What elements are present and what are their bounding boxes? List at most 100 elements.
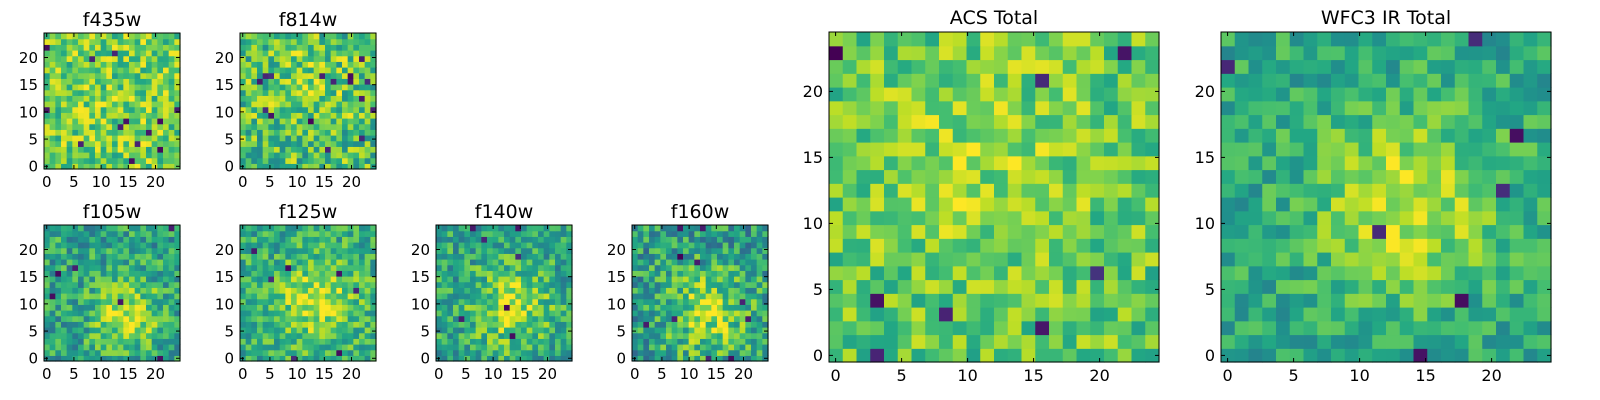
heatmap-cell — [897, 142, 913, 157]
heatmap-cell — [347, 276, 354, 283]
heatmap-cell — [481, 293, 488, 300]
heatmap-cell — [268, 78, 275, 85]
heatmap-cell — [370, 338, 377, 345]
heatmap-cell — [643, 242, 650, 249]
heatmap-cell — [66, 123, 73, 130]
heatmap-cell — [683, 298, 690, 305]
heatmap-cell — [1234, 320, 1250, 336]
heatmap-cell — [168, 55, 175, 62]
heatmap-cell — [694, 276, 701, 283]
heatmap-cell — [123, 112, 130, 119]
heatmap-cell — [66, 264, 73, 271]
heatmap-cell — [268, 44, 275, 51]
heatmap-cell — [555, 293, 562, 300]
heatmap-cell — [49, 157, 56, 164]
heatmap-cell — [762, 276, 769, 283]
heatmap-cell — [688, 298, 695, 305]
heatmap-cell — [330, 163, 337, 170]
heatmap-cell — [1248, 265, 1263, 281]
heatmap-cell — [728, 304, 735, 311]
heatmap-cell — [313, 281, 320, 288]
heatmap-cell — [654, 281, 661, 288]
heatmap-cell — [1049, 320, 1064, 336]
y-tick-label: 15 — [1195, 148, 1215, 167]
heatmap-cell — [123, 276, 130, 283]
heatmap-cell — [1117, 169, 1133, 184]
heatmap-cell — [163, 89, 170, 96]
heatmap-cell — [643, 276, 650, 283]
heatmap-cell — [285, 304, 292, 311]
heatmap-cell — [711, 270, 718, 277]
heatmap-cell — [1537, 142, 1552, 157]
heatmap-cell — [55, 157, 62, 164]
heatmap-cells — [829, 32, 1160, 363]
heatmap-cell — [1021, 293, 1036, 308]
heatmap-cell — [966, 224, 981, 239]
heatmap-cell — [637, 247, 644, 254]
heatmap-cell — [151, 355, 158, 362]
heatmap-cell — [163, 163, 170, 170]
heatmap-cell — [123, 304, 130, 311]
heatmap-cell — [1131, 197, 1146, 212]
heatmap-cell — [515, 344, 522, 351]
heatmap-cell — [1021, 334, 1036, 349]
heatmap-cell — [722, 321, 729, 328]
heatmap-cell — [481, 338, 488, 345]
heatmap-cell — [262, 67, 269, 74]
heatmap-cell — [637, 332, 644, 339]
heatmap-cell — [1344, 169, 1360, 184]
heatmap-cell — [1482, 252, 1497, 267]
heatmap-cell — [694, 259, 701, 266]
heatmap-cell — [336, 101, 343, 108]
heatmap-cell — [49, 253, 56, 260]
heatmap-cell — [78, 270, 85, 277]
heatmap-cell — [739, 332, 746, 339]
heatmap-cell — [745, 310, 752, 317]
heatmap-cell — [151, 61, 158, 68]
heatmap-cell — [884, 169, 899, 184]
heatmap-cell — [83, 344, 90, 351]
x-tick-label: 15 — [1023, 366, 1043, 385]
heatmap-cell — [129, 310, 136, 317]
heatmap-cell — [1523, 142, 1538, 157]
heatmap-cell — [359, 33, 366, 40]
heatmap-cell — [470, 270, 477, 277]
heatmap-cell — [1509, 114, 1525, 129]
heatmap-cell — [643, 327, 650, 334]
heatmap-cell — [1537, 114, 1552, 129]
heatmap-cell — [72, 106, 79, 113]
heatmap-cell — [308, 225, 315, 232]
heatmap-cell — [296, 327, 303, 334]
heatmap-cell — [251, 327, 258, 334]
heatmap-cell — [347, 78, 354, 85]
heatmap-cell — [157, 259, 164, 266]
heatmap-cell — [1007, 279, 1023, 294]
heatmap-cell — [762, 327, 769, 334]
heatmap-cell — [308, 152, 315, 159]
heatmap-cell — [632, 236, 639, 243]
heatmap-cell — [649, 264, 656, 271]
heatmap-cell — [163, 95, 170, 102]
heatmap-cell — [274, 163, 281, 170]
heatmap-cell — [302, 50, 309, 57]
heatmap-cell — [291, 123, 298, 130]
heatmap-cell — [274, 129, 281, 136]
heatmap-cell — [498, 332, 505, 339]
heatmap-cell — [274, 152, 281, 159]
heatmap-cell — [1289, 142, 1305, 157]
heatmap-cell — [174, 152, 181, 159]
heatmap-cell — [274, 50, 281, 57]
heatmap-cell — [353, 129, 360, 136]
heatmap-cell — [347, 327, 354, 334]
heatmap-cell — [117, 253, 124, 260]
heatmap-cell — [897, 238, 913, 253]
heatmap-cell — [279, 61, 286, 68]
heatmap-cell — [470, 332, 477, 339]
heatmap-cell — [660, 230, 667, 237]
heatmap-cell — [509, 315, 516, 322]
heatmap-cell — [717, 281, 724, 288]
heatmap-cell — [1468, 169, 1483, 184]
heatmap-cell — [240, 321, 247, 328]
heatmap-cell — [83, 259, 90, 266]
heatmap-cell — [870, 114, 885, 129]
